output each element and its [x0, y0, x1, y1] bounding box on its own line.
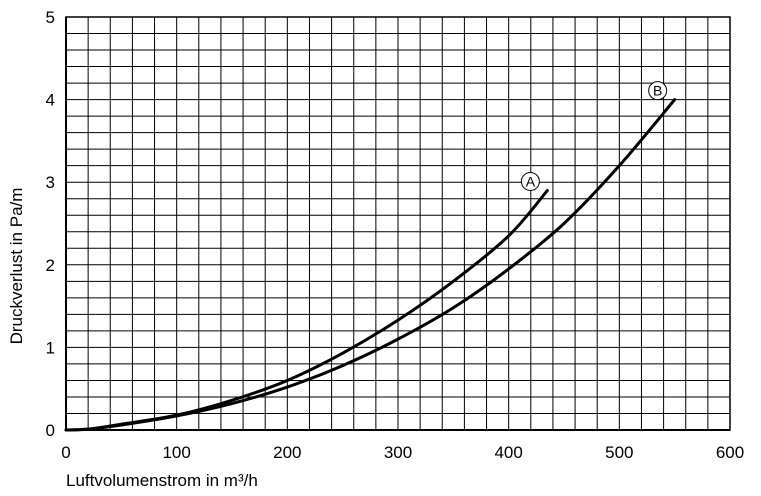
x-axis-title: Luftvolumenstrom in m³/h	[66, 471, 258, 490]
x-tick-label: 200	[273, 443, 301, 462]
x-tick-label: 0	[61, 443, 70, 462]
y-tick-label: 1	[46, 338, 55, 357]
y-tick-label: 4	[46, 91, 55, 110]
series-group	[64, 98, 677, 432]
grid	[65, 16, 731, 431]
series-line-a	[64, 188, 549, 432]
y-tick-label: 0	[46, 421, 55, 440]
plot-frame	[65, 16, 731, 431]
curve-label-circle	[520, 171, 540, 191]
tick-labels: 0 100 200 300 400 500 600 0 1 2 3 4 5	[46, 8, 745, 462]
curve-label-text: A	[526, 173, 536, 189]
x-tick-label: 500	[605, 443, 633, 462]
curve-label-text: B	[653, 83, 662, 99]
x-tick-label: 100	[162, 443, 190, 462]
y-tick-label: 2	[46, 256, 55, 275]
x-tick-label: 600	[716, 443, 744, 462]
curve-label-b: B	[648, 81, 668, 101]
x-tick-label: 400	[494, 443, 522, 462]
x-tick-label: 300	[384, 443, 412, 462]
y-tick-label: 3	[46, 173, 55, 192]
curve-label-a: A	[520, 171, 540, 191]
y-tick-label: 5	[46, 8, 55, 27]
series-line-b	[64, 98, 677, 432]
y-axis-title: Druckverlust in Pa/m	[7, 188, 26, 345]
curve-label-circle	[648, 81, 668, 101]
curve-labels: AB	[520, 81, 668, 191]
